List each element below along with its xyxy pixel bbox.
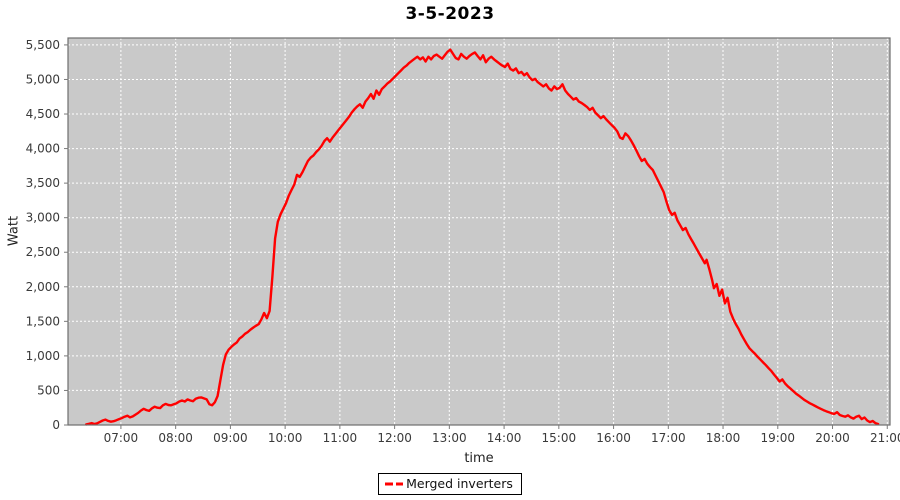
x-tick-label: 10:00 bbox=[268, 431, 303, 445]
y-tick-label: 4,500 bbox=[26, 107, 60, 121]
x-tick-label: 16:00 bbox=[596, 431, 631, 445]
x-tick-label: 21:00 bbox=[870, 431, 900, 445]
series-line bbox=[85, 48, 880, 426]
x-tick-label: 19:00 bbox=[760, 431, 795, 445]
y-tick-label: 2,500 bbox=[26, 245, 60, 259]
y-tick-label: 5,500 bbox=[26, 38, 60, 52]
x-tick-label: 17:00 bbox=[651, 431, 686, 445]
x-tick-label: 15:00 bbox=[542, 431, 577, 445]
y-tick-label: 500 bbox=[37, 383, 60, 397]
y-tick-label: 3,000 bbox=[26, 211, 60, 225]
x-tick-label: 14:00 bbox=[487, 431, 522, 445]
plot-border bbox=[67, 37, 891, 426]
x-tick-label: 08:00 bbox=[158, 431, 193, 445]
plot-background bbox=[68, 38, 890, 425]
y-tick-label: 2,000 bbox=[26, 280, 60, 294]
legend-label: Merged inverters bbox=[406, 476, 513, 491]
x-tick-label: 12:00 bbox=[377, 431, 412, 445]
x-tick-label: 09:00 bbox=[213, 431, 248, 445]
x-axis-label: time bbox=[464, 451, 494, 466]
x-tick-label: 11:00 bbox=[323, 431, 358, 445]
y-tick-label: 0 bbox=[52, 418, 60, 432]
legend-box: Merged inverters bbox=[378, 473, 522, 495]
y-tick-label: 3,500 bbox=[26, 176, 60, 190]
y-tick-label: 5,000 bbox=[26, 72, 60, 86]
legend: Merged inverters bbox=[0, 473, 900, 495]
x-tick-label: 18:00 bbox=[706, 431, 741, 445]
y-tick-label: 1,500 bbox=[26, 314, 60, 328]
x-tick-label: 20:00 bbox=[815, 431, 850, 445]
chart-title: 3-5-2023 bbox=[405, 4, 495, 24]
x-tick-label: 07:00 bbox=[104, 431, 139, 445]
y-tick-label: 1,000 bbox=[26, 349, 60, 363]
y-tick-label: 4,000 bbox=[26, 142, 60, 156]
legend-line-icon bbox=[385, 482, 404, 485]
x-tick-label: 13:00 bbox=[432, 431, 467, 445]
